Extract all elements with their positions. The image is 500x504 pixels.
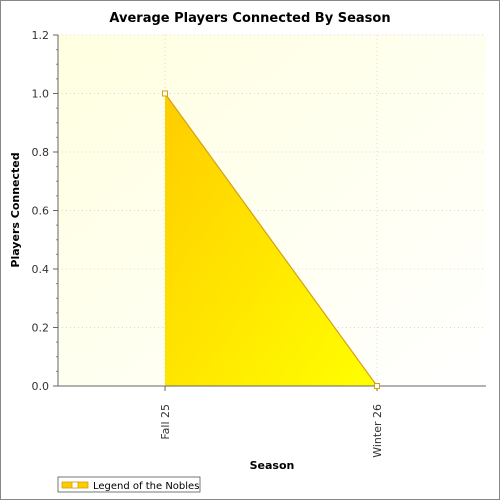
y-tick-label: 0.0: [32, 380, 50, 393]
y-axis-title: Players Connected: [9, 152, 22, 267]
y-tick-label: 0.4: [32, 263, 50, 276]
x-tick-label: Winter 26: [371, 404, 384, 458]
data-point-2: [374, 383, 380, 389]
data-point-1: [162, 90, 168, 97]
series-area-layer: [164, 93, 378, 387]
x-tick-labels: Fall 25 Winter 26: [159, 404, 384, 458]
y-tick-label: 1.0: [32, 88, 50, 101]
legend-label: Legend of the Nobles: [93, 481, 199, 492]
axes: [53, 34, 486, 391]
y-tick-labels: 0.0 0.2 0.4 0.6 0.8 1.0 1.2: [32, 29, 50, 393]
series-markers: [162, 90, 380, 389]
x-tick-label: Fall 25: [159, 404, 172, 440]
series-line: [164, 93, 378, 387]
x-axis-title: Season: [250, 459, 295, 472]
legend: Legend of the Nobles: [57, 476, 201, 493]
y-tick-label: 0.2: [32, 322, 50, 335]
chart-title: Average Players Connected By Season: [109, 11, 390, 26]
y-tick-label: 0.8: [32, 146, 50, 159]
y-tick-label: 0.6: [32, 205, 50, 218]
legend-marker-icon: [71, 481, 79, 489]
legend-box: [57, 476, 201, 493]
y-tick-label: 1.2: [32, 29, 50, 42]
